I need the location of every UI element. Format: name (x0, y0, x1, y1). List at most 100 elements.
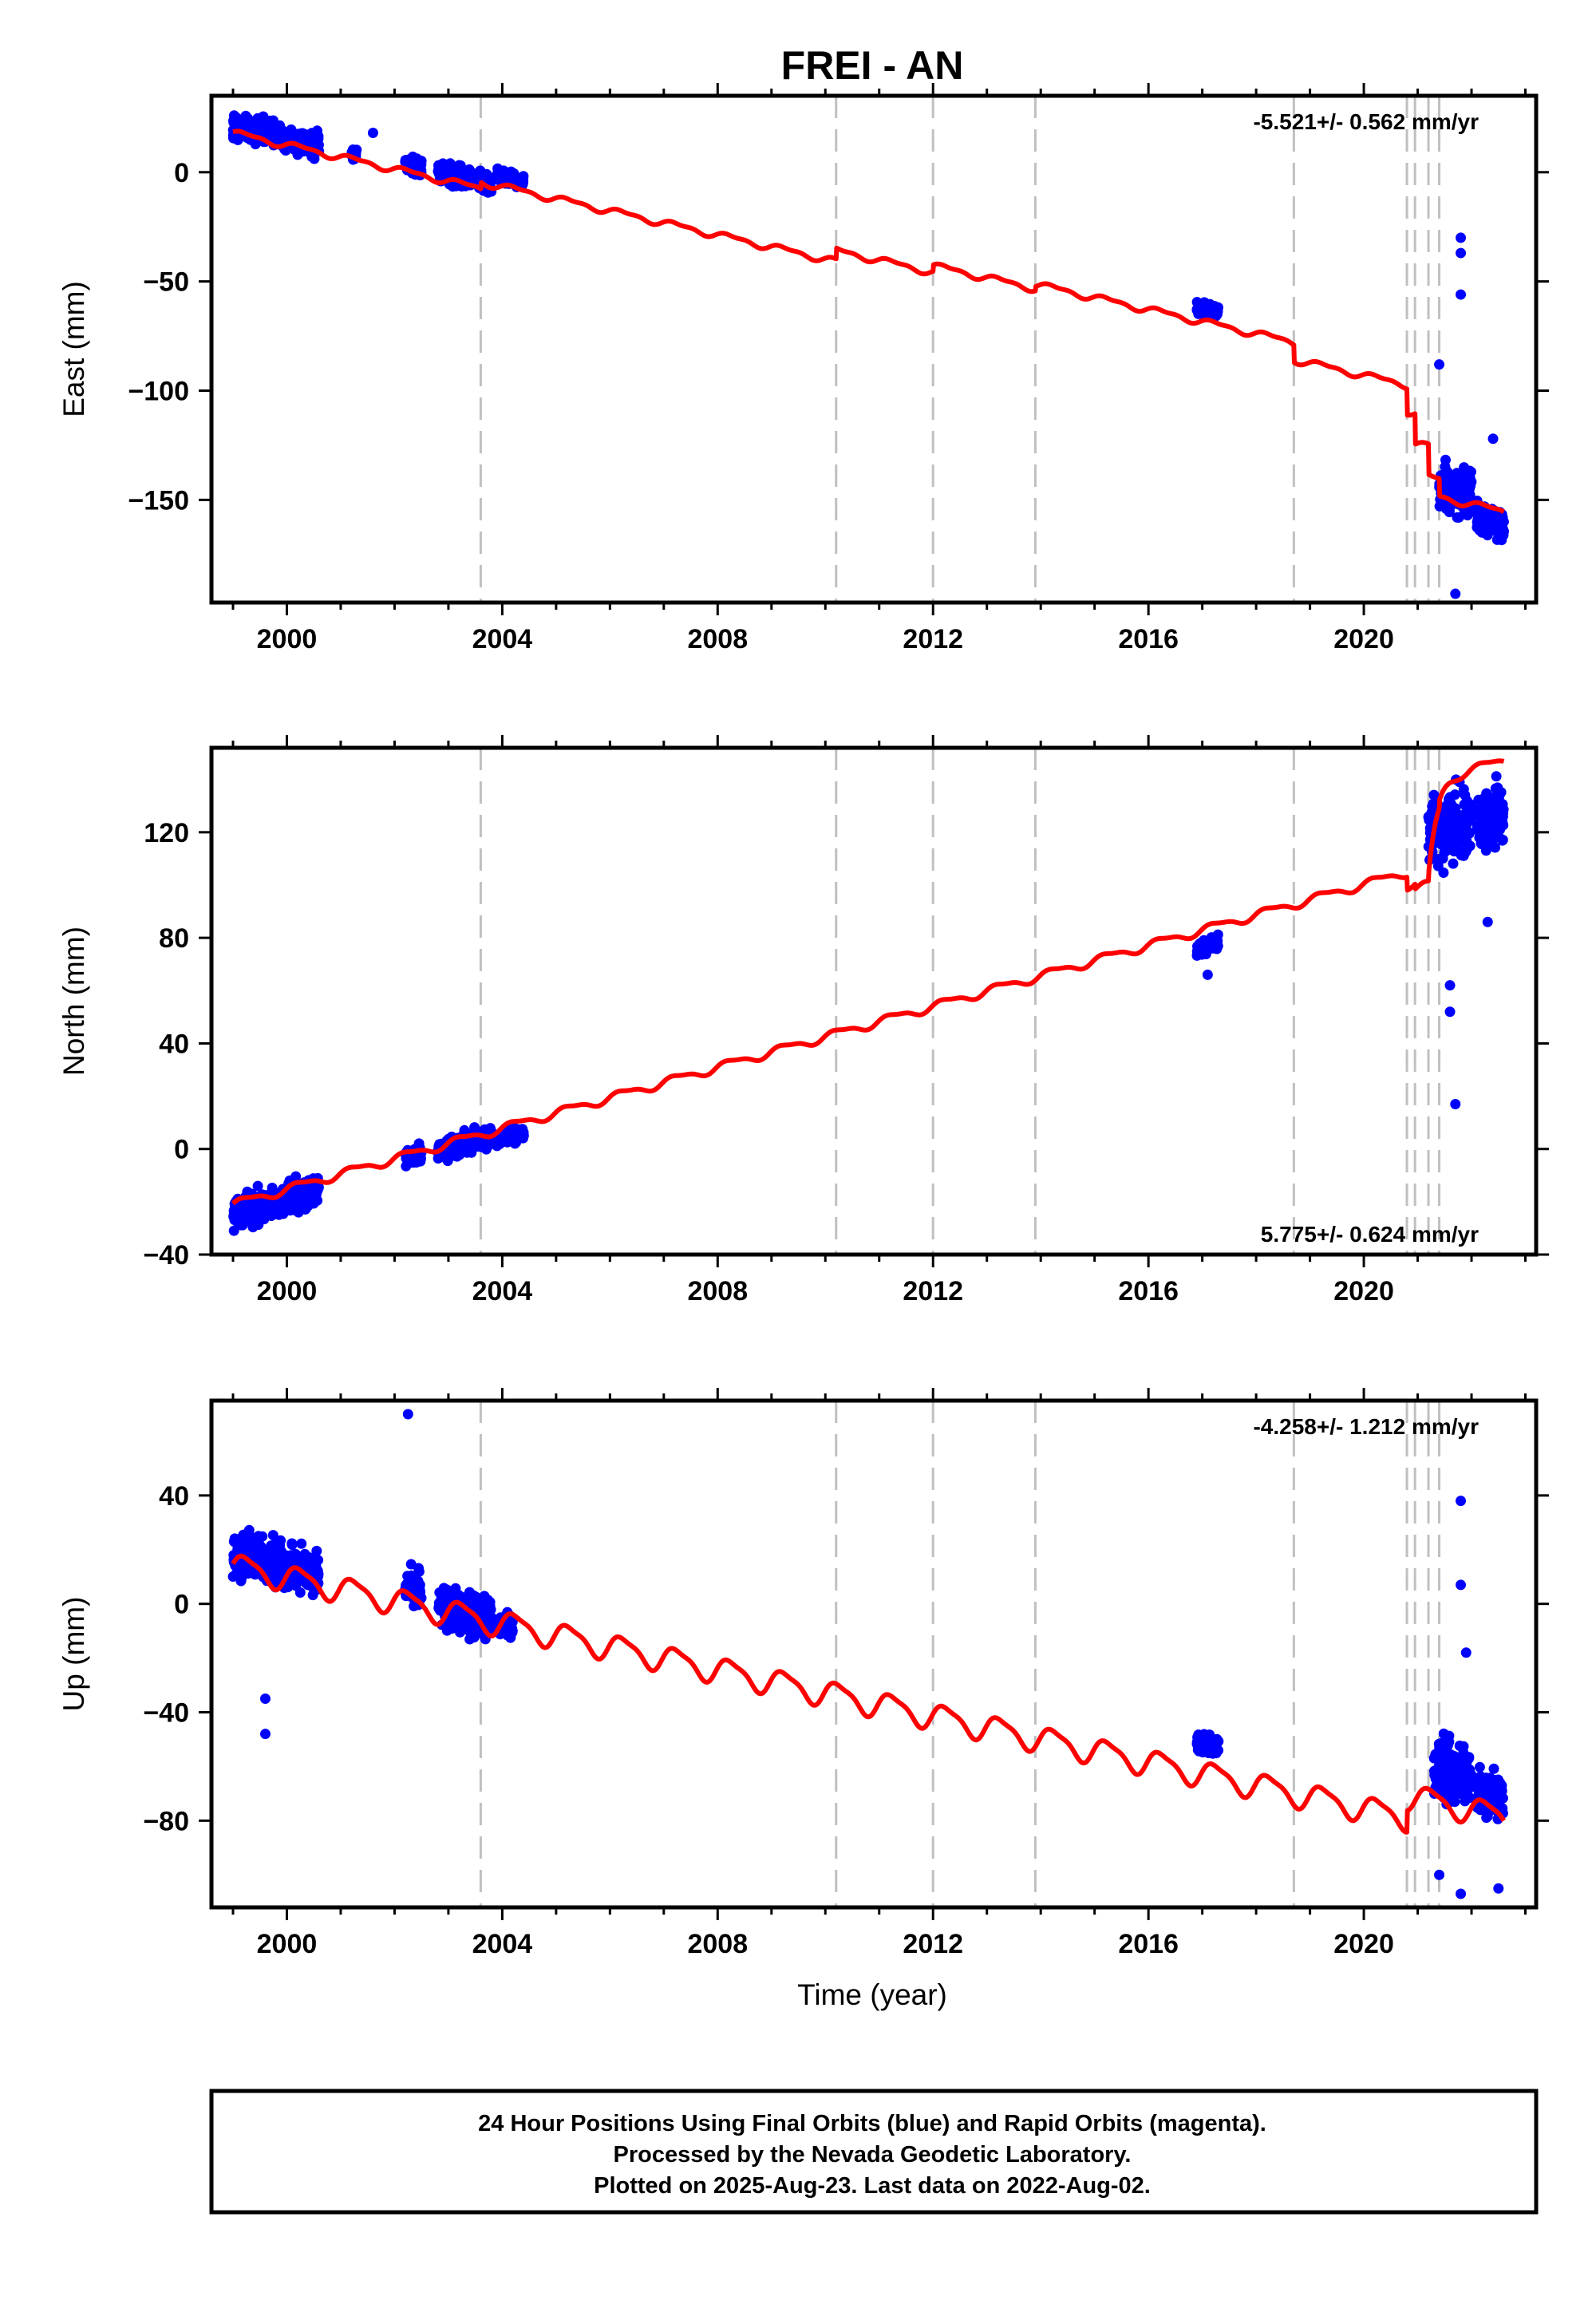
data-point (1440, 500, 1451, 511)
y-tick-label: −80 (143, 1806, 189, 1836)
data-point (1450, 1761, 1461, 1772)
data-point (228, 1225, 239, 1236)
x-tick-label: 2012 (903, 1276, 963, 1306)
data-point-outlier (1450, 588, 1461, 599)
data-point-outlier (1456, 247, 1467, 259)
data-point (290, 128, 301, 140)
data-point (1191, 297, 1203, 307)
data-point (294, 1555, 305, 1567)
data-point (263, 1203, 274, 1215)
data-point-outlier (1487, 433, 1499, 445)
data-point (492, 1138, 503, 1149)
data-point (236, 1574, 247, 1585)
data-point (1497, 835, 1508, 846)
x-tick-label: 2000 (257, 1276, 318, 1306)
data-point (1198, 943, 1209, 954)
data-point (1452, 512, 1463, 523)
y-axis-label: Up (mm) (57, 1597, 90, 1712)
data-point (1437, 1746, 1448, 1757)
data-point (1478, 828, 1489, 840)
x-tick-label: 2004 (472, 1929, 533, 1959)
plot-frame (209, 93, 1539, 605)
data-point-outlier (259, 1694, 271, 1705)
footer-line-1: 24 Hour Positions Using Final Orbits (bl… (478, 2111, 1266, 2136)
data-point (292, 149, 303, 160)
data-point-outlier (1456, 232, 1467, 243)
data-point-outlier (1456, 1888, 1467, 1899)
data-point-outlier (1482, 916, 1493, 927)
data-point (251, 1535, 263, 1546)
data-point (1490, 783, 1501, 794)
x-tick-label: 2020 (1333, 1276, 1394, 1306)
data-point (1454, 1741, 1465, 1751)
data-point (350, 147, 361, 158)
x-tick-label: 2008 (687, 1929, 748, 1959)
data-point (1476, 839, 1487, 850)
y-tick-label: 40 (159, 1481, 189, 1512)
data-point (278, 1195, 289, 1206)
data-point-outlier (259, 1729, 271, 1740)
data-point (1452, 814, 1463, 825)
x-tick-label: 2020 (1333, 1929, 1394, 1959)
data-point (1458, 1772, 1469, 1782)
y-tick-label: 0 (174, 1135, 189, 1165)
data-point-outlier (1434, 1869, 1445, 1880)
data-point (298, 1195, 309, 1206)
data-point (250, 118, 261, 129)
data-point (1484, 799, 1495, 810)
data-point (465, 1137, 476, 1148)
up-panel: 2000 2004 2008 2012 2016 2020 40 0 −40 −80 Up (mm)… (57, 1388, 1549, 1959)
data-point (286, 1539, 298, 1551)
data-point (1487, 810, 1498, 821)
data-point (243, 1524, 255, 1535)
data-point (1213, 1745, 1224, 1756)
data-point (467, 1629, 478, 1640)
data-point (1448, 858, 1459, 869)
data-point (1428, 798, 1439, 809)
data-point (270, 130, 281, 140)
y-tick-label: 80 (159, 923, 189, 954)
data-point (244, 1207, 255, 1219)
data-point (405, 1559, 417, 1570)
data-point-outlier (1460, 1647, 1472, 1658)
data-point (1494, 800, 1505, 811)
data-point (485, 1616, 496, 1627)
figure-title: FREI - AN (781, 43, 964, 88)
data-point (1459, 1754, 1470, 1765)
data-point (1454, 1779, 1464, 1790)
x-tick-label: 2008 (687, 1276, 748, 1306)
x-tick-label: 2008 (687, 624, 748, 654)
data-point-outlier (1444, 980, 1456, 991)
data-point (1432, 860, 1444, 871)
data-point (481, 168, 492, 180)
plot-frame (209, 1398, 1539, 1910)
data-point (406, 1570, 417, 1581)
data-point (1497, 1803, 1508, 1814)
data-point (445, 159, 456, 170)
data-point-outlier (1493, 1883, 1504, 1894)
north-panel: 2000 2004 2008 2012 2016 2020 −40 0 40 80 120 North… (57, 735, 1549, 1306)
data-point (456, 1614, 468, 1625)
data-point (251, 1545, 263, 1555)
model-curve (231, 128, 1506, 515)
data-point (1474, 1761, 1485, 1773)
data-point (287, 1199, 298, 1210)
data-point (445, 1616, 456, 1627)
data-point (263, 1547, 274, 1559)
rate-label: -5.521+/- 0.562 mm/yr (1253, 109, 1479, 134)
data-point (252, 1180, 263, 1192)
data-point-outlier (1450, 1098, 1461, 1109)
data-point-outlier (1456, 289, 1467, 300)
east-panel: 2000 2004 2008 2012 2016 2020 0 −50 −100 −150 East… (57, 83, 1549, 654)
data-point (1430, 1750, 1441, 1761)
data-point (1460, 808, 1471, 820)
data-point (1473, 794, 1484, 805)
data-point (239, 1216, 250, 1227)
y-tick-label: −40 (143, 1698, 189, 1729)
y-tick-label: −40 (143, 1240, 189, 1271)
data-point (1192, 306, 1203, 317)
x-tick-label: 2020 (1333, 624, 1394, 654)
data-point (1460, 846, 1472, 857)
data-point-outlier (1202, 969, 1213, 980)
data-point (1201, 302, 1212, 313)
